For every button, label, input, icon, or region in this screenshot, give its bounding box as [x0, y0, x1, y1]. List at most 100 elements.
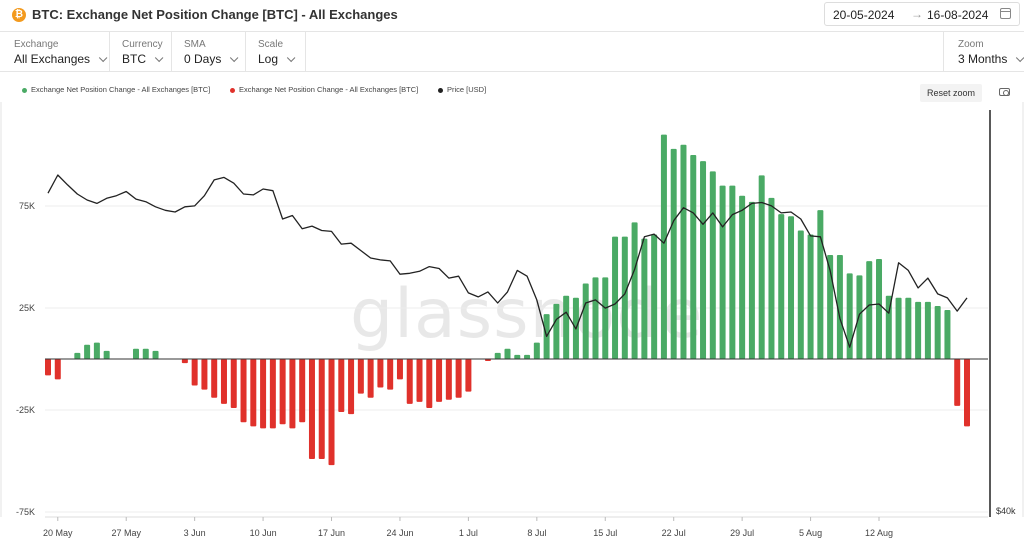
bar — [426, 359, 433, 408]
bar — [856, 275, 863, 359]
legend-red-dot — [230, 87, 235, 93]
top-bar: ₿ BTC: Exchange Net Position Change [BTC… — [0, 0, 1024, 32]
bar — [895, 297, 902, 359]
currency-value: BTC — [122, 52, 146, 66]
bar — [553, 303, 560, 359]
bar — [84, 344, 91, 359]
bar — [768, 197, 775, 359]
legend-item-price[interactable]: Price [USD] — [438, 85, 486, 94]
legend-item-red[interactable]: Exchange Net Position Change - All Excha… — [230, 85, 418, 94]
chevron-down-icon — [154, 53, 164, 63]
scale-select[interactable]: Scale Log — [244, 32, 306, 72]
bar — [876, 259, 883, 359]
date-from[interactable]: 20-05-2024 — [833, 8, 895, 22]
y-tick-label: -75K — [16, 507, 35, 517]
chart-plot: $40k 75K 25K -25K -75K 20 May 27 May 3 Jun 10 Ju… — [0, 102, 1024, 538]
bar — [279, 359, 286, 425]
y-tick-label: 75K — [19, 201, 35, 211]
bar — [729, 185, 736, 359]
bar — [680, 144, 687, 359]
bar — [484, 359, 491, 362]
bar — [602, 277, 609, 359]
bar — [836, 254, 843, 359]
chevron-down-icon — [230, 53, 239, 63]
bar — [788, 216, 795, 359]
arrow-right-icon: → — [911, 7, 923, 21]
bar — [416, 359, 423, 402]
bar — [152, 350, 159, 359]
bar — [660, 134, 667, 359]
bar — [260, 359, 267, 429]
bar — [74, 352, 81, 359]
bar — [719, 185, 726, 359]
bar — [709, 171, 716, 359]
chevron-down-icon — [98, 53, 108, 63]
currency-select[interactable]: Currency BTC — [108, 32, 172, 72]
legend-price-dot — [438, 87, 443, 93]
bar — [230, 359, 237, 408]
bar — [524, 354, 531, 359]
bar — [103, 350, 110, 359]
x-tick-label: 20 May — [43, 528, 73, 538]
legend-item-green[interactable]: Exchange Net Position Change - All Excha… — [22, 85, 210, 94]
bar — [700, 161, 707, 359]
bar — [201, 359, 208, 390]
legend-green-dot — [22, 87, 27, 93]
bar — [651, 234, 658, 359]
exchange-select[interactable]: Exchange All Exchanges — [0, 32, 110, 72]
sma-select[interactable]: SMA 0 Days — [170, 32, 246, 72]
bar — [299, 359, 306, 423]
bar — [455, 359, 462, 398]
zoom-select[interactable]: Zoom 3 Months — [943, 32, 1024, 72]
bar — [269, 359, 276, 429]
bar — [289, 359, 296, 429]
legend-price-label: Price [USD] — [447, 85, 487, 94]
x-tick-label: 27 May — [111, 528, 141, 538]
bar — [690, 155, 697, 359]
y-tick-label: 25K — [19, 303, 35, 313]
zoom-label: Zoom — [958, 39, 984, 50]
bar — [964, 359, 970, 427]
bar — [436, 359, 443, 402]
price-line — [47, 174, 968, 348]
reset-zoom-button[interactable]: Reset zoom — [920, 84, 982, 102]
chevron-down-icon — [286, 53, 296, 63]
bar — [406, 359, 413, 404]
legend-green-label: Exchange Net Position Change - All Excha… — [31, 85, 211, 94]
x-tick-label: 17 Jun — [318, 528, 345, 538]
bar — [954, 359, 961, 406]
x-tick-label: 3 Jun — [184, 528, 206, 538]
bar — [465, 359, 472, 392]
camera-icon[interactable] — [999, 88, 1010, 96]
bar — [328, 359, 335, 466]
calendar-icon[interactable] — [1000, 8, 1011, 19]
bar — [250, 359, 257, 427]
chevron-down-icon — [1016, 53, 1024, 63]
bar — [348, 359, 355, 415]
bar — [445, 359, 452, 400]
bar — [504, 348, 511, 359]
bar — [915, 301, 922, 359]
bar — [934, 305, 941, 359]
x-tick-label: 12 Aug — [865, 528, 893, 538]
price-axis-label: $40k — [996, 506, 1016, 516]
bar — [846, 273, 853, 359]
scale-value: Log — [258, 52, 279, 66]
date-to[interactable]: 16-08-2024 — [927, 8, 989, 22]
bar — [220, 359, 227, 404]
chart-title: BTC: Exchange Net Position Change [BTC] … — [32, 7, 398, 22]
bar — [318, 359, 325, 459]
x-tick-label: 10 Jun — [250, 528, 277, 538]
date-range-picker[interactable]: 20-05-2024 → 16-08-2024 — [824, 2, 1020, 26]
bitcoin-icon: ₿ — [12, 8, 26, 22]
bar — [396, 359, 403, 380]
y-tick-label: -25K — [16, 405, 35, 415]
bar — [357, 359, 364, 394]
bar — [944, 310, 951, 359]
bar — [240, 359, 247, 423]
bar — [797, 230, 804, 359]
x-tick-label: 5 Aug — [799, 528, 822, 538]
bar — [377, 359, 384, 388]
bar — [641, 238, 648, 359]
bar — [758, 175, 765, 359]
